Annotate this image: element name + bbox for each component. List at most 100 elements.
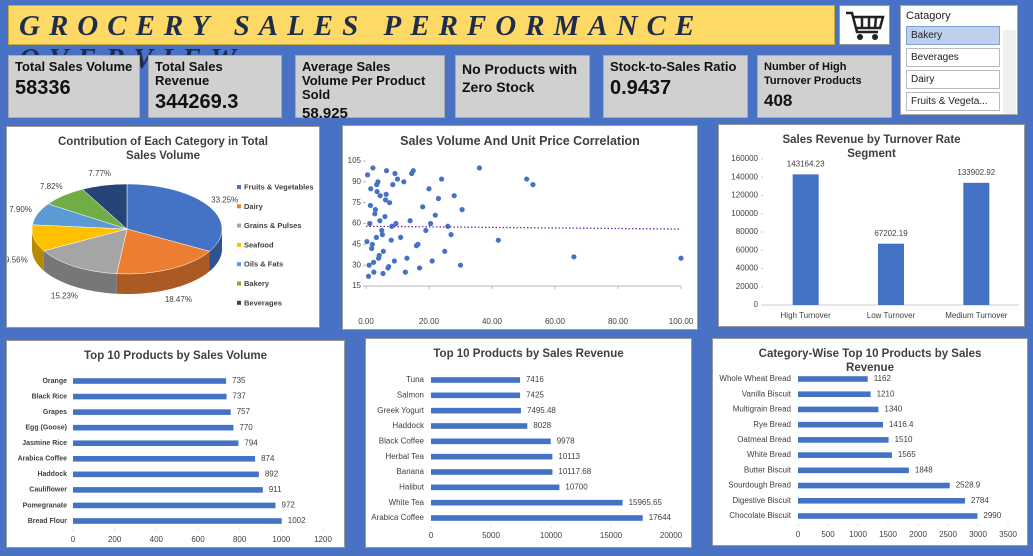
kpi-value: 0.9437: [610, 77, 672, 99]
legend-swatch: [237, 300, 241, 305]
x-tick-label: 2500: [939, 530, 957, 539]
scatter-point: [382, 197, 389, 203]
scatter-point: [398, 234, 404, 240]
scatter-point: [364, 172, 371, 178]
slicer-item[interactable]: Beverages: [906, 48, 1000, 67]
scatter-chart: 15 30 45 60 75 90 105 0.00 20.00 40.00 60.00 80.00 1…: [348, 156, 694, 326]
data-label: 1565: [898, 450, 916, 459]
kpi-card: Total Sales Revenue 344269.3: [148, 55, 282, 118]
x-tick-label: 40.00: [482, 317, 503, 326]
y-tick-label: 40000: [736, 264, 759, 273]
hbar-chart: 0 200 400 600 800 1000 1200 735 Orange 737 Black R…: [18, 376, 333, 544]
y-tick-label: 100000: [731, 209, 758, 218]
scatter-point: [380, 248, 386, 254]
slicer-item[interactable]: Fruits & Vegeta...: [906, 92, 1000, 111]
scatter-point: [435, 195, 442, 202]
scatter-point: [365, 273, 372, 279]
x-tick-label: 1500: [879, 530, 897, 539]
category-slicer[interactable]: Catagory Bakery Beverages Dairy Fruits &…: [900, 5, 1018, 115]
category-label: Whole Wheat Bread: [719, 374, 791, 383]
x-tick-label: 5000: [482, 531, 500, 540]
x-tick-label: 20.00: [419, 317, 440, 326]
legend-swatch: [237, 223, 241, 228]
data-label: 874: [261, 454, 275, 463]
category-label: Arabica Coffee: [371, 513, 424, 522]
scatter-point: [524, 176, 530, 182]
category-label: Halibut: [399, 482, 425, 491]
bar: [431, 423, 528, 429]
legend-swatch: [237, 281, 241, 286]
pie-slice-side: [32, 229, 44, 271]
bar: [431, 499, 623, 506]
bar: [431, 377, 520, 383]
kpi-label: No Products with Zero Stock: [462, 61, 578, 95]
y-tick-label: 45: [352, 239, 361, 248]
bar: [431, 484, 560, 491]
y-tick-label: 60: [352, 219, 361, 228]
data-label: 1848: [915, 465, 933, 474]
hbar-chart: 0 5000 10000 15000 20000 7416 Tuna 7425 Salmon 74…: [371, 375, 682, 540]
bar: [798, 482, 950, 489]
legend-swatch: [237, 242, 241, 247]
category-label: Multigrain Bread: [733, 405, 791, 414]
kpi-card: Number of High Turnover Products 408: [757, 55, 892, 118]
category-label: Salmon: [397, 390, 424, 399]
data-label: 15.23%: [51, 292, 78, 301]
kpi-card: Total Sales Volume 58336: [8, 55, 140, 118]
scatter-point: [368, 186, 374, 192]
pie-slice-side: [43, 250, 117, 294]
bar: [73, 487, 263, 493]
scatter-point: [392, 170, 398, 177]
scatter-point: [366, 262, 372, 268]
category-label: Black Coffee: [379, 436, 425, 445]
scrollbar[interactable]: [1003, 30, 1016, 114]
x-tick-label: 600: [191, 535, 205, 544]
pie-slice-side: [116, 251, 210, 294]
slicer-item[interactable]: Bakery: [906, 26, 1000, 45]
scatter-point: [451, 193, 457, 199]
category-label: Haddock: [392, 421, 425, 430]
category-label: Grapes: [43, 409, 67, 416]
chart-title: Top 10 Products by Sales Revenue: [433, 348, 624, 360]
data-label: 67202.19: [874, 229, 908, 238]
category-label: Tuna: [406, 375, 424, 384]
scatter-point: [530, 182, 536, 188]
legend-label: Seafood: [244, 240, 274, 249]
bar: [431, 453, 553, 460]
category-label: Banana: [396, 467, 424, 476]
scatter-point: [372, 207, 379, 213]
category-label: Cauliflower: [29, 487, 67, 494]
category-label: Black Rice: [32, 393, 68, 400]
scatter-point: [367, 220, 373, 227]
kpi-label: Number of High Turnover Products: [764, 61, 862, 87]
scatter-point: [571, 254, 577, 260]
x-tick-label: 10000: [540, 531, 563, 540]
bar: [431, 407, 521, 414]
scatter-point: [370, 165, 376, 171]
x-tick-label: 1200: [314, 535, 332, 544]
category-label: Butter Biscuit: [744, 465, 792, 474]
scatter-point: [407, 218, 413, 224]
slicer-item[interactable]: Dairy: [906, 70, 1000, 89]
bar: [431, 515, 643, 521]
legend-label: Beverages: [244, 298, 282, 307]
scatter-point: [445, 223, 451, 229]
bar: [73, 518, 282, 524]
legend-swatch: [237, 204, 241, 209]
x-tick-label: 2000: [909, 530, 927, 539]
data-label: 8028: [533, 421, 551, 430]
bar: [798, 421, 883, 428]
data-label: 757: [237, 407, 251, 416]
legend-label: Bakery: [244, 279, 270, 288]
trendline: [365, 225, 682, 230]
category-label: Greek Yogurt: [377, 406, 424, 415]
x-tick-label: 800: [233, 535, 247, 544]
legend-label: Dairy: [244, 202, 264, 211]
category-label: Herbal Tea: [385, 452, 424, 461]
x-tick-label: 3500: [999, 530, 1017, 539]
data-label: 1416.4: [889, 420, 914, 429]
scatter-point: [382, 213, 388, 220]
bar: [798, 513, 978, 519]
x-tick-label: Medium Turnover: [945, 311, 1008, 320]
scatter-point: [371, 269, 377, 275]
